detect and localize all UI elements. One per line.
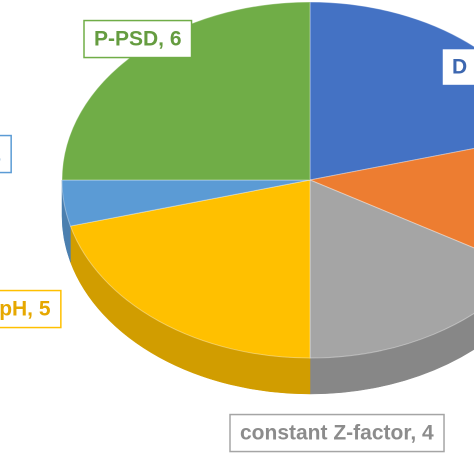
data-label-box (441, 47, 474, 87)
slice (309, 1, 474, 181)
data-label-text: P-PSD, 6 (94, 28, 182, 51)
data-label-text: M, 1 (0, 143, 1, 166)
data-label-box (229, 413, 445, 453)
slice (308, 147, 474, 249)
data-label-text: constant Z-factor, 4 (240, 422, 434, 445)
data-label-text: D (452, 56, 467, 79)
data-label-box (0, 289, 62, 329)
slice (309, 179, 474, 359)
data-label: D (441, 47, 474, 87)
slice (69, 179, 311, 359)
data-label-box (0, 134, 12, 174)
slice (61, 179, 311, 227)
data-label: M, 1 (0, 134, 12, 174)
data-label: P-PSD, 6 (83, 19, 193, 59)
data-label-text: vs pH, 5 (0, 298, 51, 321)
data-label-box (83, 19, 193, 59)
data-label: vs pH, 5 (0, 289, 62, 329)
data-label: constant Z-factor, 4 (229, 413, 445, 453)
